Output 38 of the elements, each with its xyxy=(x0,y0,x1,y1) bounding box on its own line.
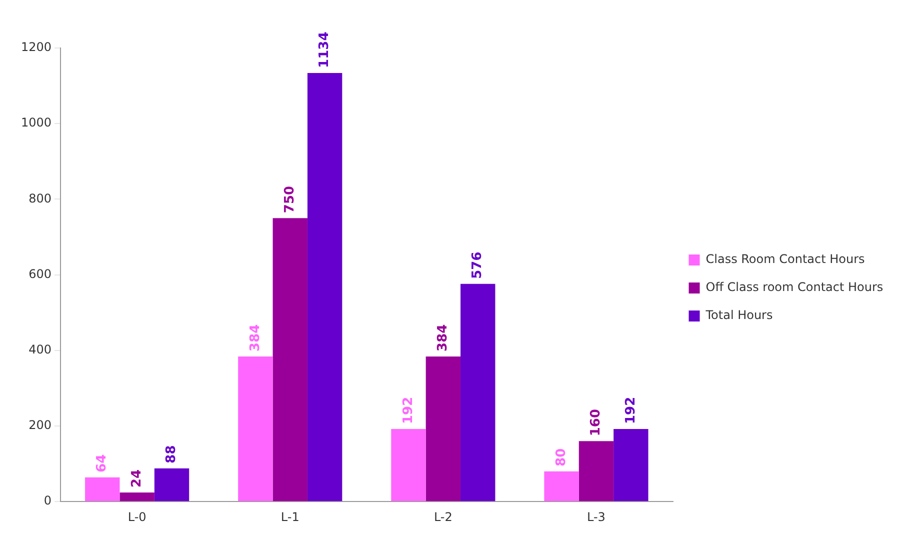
x-tick-label: L-3 xyxy=(586,510,606,524)
legend-label: Off Class room Contact Hours xyxy=(706,280,884,294)
data-label: 64 xyxy=(94,454,110,472)
legend-label: Class Room Contact Hours xyxy=(706,252,865,266)
data-label: 160 xyxy=(588,408,604,436)
legend-label: Total Hours xyxy=(704,308,773,322)
x-tick-label: L-2 xyxy=(434,510,452,524)
y-tick-label: 200 xyxy=(28,418,52,432)
data-label: 192 xyxy=(400,396,416,424)
data-label: 750 xyxy=(282,186,298,214)
bar xyxy=(614,429,648,502)
x-tick-label: L-1 xyxy=(280,510,300,524)
data-label: 192 xyxy=(623,396,638,424)
y-tick-label: 400 xyxy=(28,342,52,357)
data-label: 88 xyxy=(164,445,180,464)
y-tick-label: 1000 xyxy=(20,116,52,130)
y-tick-label: 0 xyxy=(44,494,52,508)
bar xyxy=(272,218,308,502)
data-label: 1134 xyxy=(317,32,332,68)
bar xyxy=(578,441,614,502)
y-tick-label: 600 xyxy=(28,266,52,281)
bar xyxy=(307,72,342,502)
data-label: 24 xyxy=(129,469,144,488)
bar xyxy=(544,471,579,502)
x-tick-label: L-0 xyxy=(128,510,146,524)
bar xyxy=(391,429,426,502)
data-label: 576 xyxy=(470,252,486,279)
bar xyxy=(460,284,496,502)
bar xyxy=(426,356,461,502)
data-label: 384 xyxy=(436,324,451,352)
bar xyxy=(154,468,190,502)
data-label: 80 xyxy=(554,448,569,466)
bar xyxy=(85,477,120,502)
data-label: 384 xyxy=(248,324,263,352)
bar xyxy=(120,492,154,502)
y-tick-label: 800 xyxy=(28,191,52,206)
y-tick-label: 1200 xyxy=(20,40,52,54)
bar xyxy=(238,356,273,502)
